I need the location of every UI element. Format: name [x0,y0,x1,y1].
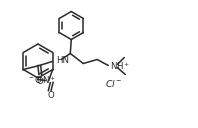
Text: HN: HN [56,56,69,65]
Text: Cl$^-$: Cl$^-$ [105,78,122,89]
Text: O: O [37,77,44,86]
Text: $^-$O: $^-$O [27,74,43,85]
Text: N$^+$: N$^+$ [42,75,56,86]
Text: O: O [47,91,54,100]
Text: NH$^+$: NH$^+$ [110,61,131,72]
